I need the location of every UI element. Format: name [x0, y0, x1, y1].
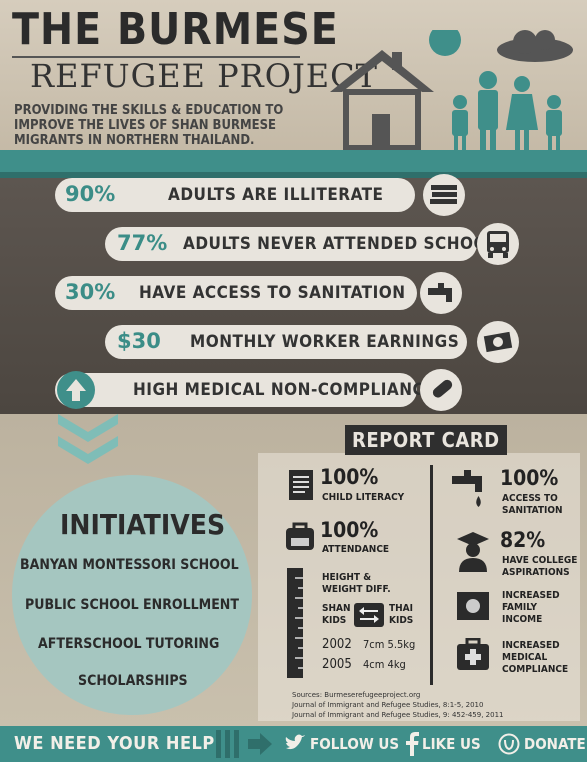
money-icon: [457, 592, 489, 620]
help-banner: WE NEED YOUR HELP: [14, 733, 215, 754]
family-income-label-3: INCOME: [502, 614, 543, 625]
like-us-label[interactable]: LIKE US: [422, 735, 481, 753]
page-subtitle: REFUGEE PROJECT: [30, 57, 378, 95]
college-aspirations-value: 82%: [500, 528, 546, 552]
stat-row: 90% ADULTS ARE ILLITERATE: [55, 174, 475, 216]
height-weight-title: HEIGHT &: [322, 572, 372, 583]
source-line: Journal of Immigrant and Refugee Studies…: [292, 711, 504, 719]
family-income-label-2: FAMILY: [502, 602, 537, 613]
stat-value: 30%: [65, 280, 116, 304]
thai-kids-label-2: KIDS: [389, 615, 414, 626]
college-aspirations-label-2: ASPIRATIONS: [502, 567, 570, 578]
shan-kids-label: SHAN: [322, 603, 351, 614]
shan-kids-label-2: KIDS: [322, 615, 347, 626]
initiative-item: BANYAN MONTESSORI SCHOOL: [20, 557, 239, 573]
backpack-icon: [286, 522, 314, 550]
source-line: Journal of Immigrant and Refugee Studies…: [292, 701, 484, 709]
house-icon: [330, 50, 434, 151]
sanitation-label: ACCESS TO: [502, 493, 558, 504]
stat-row: $30 MONTHLY WORKER EARNINGS: [105, 321, 525, 363]
footer-stripe: [216, 730, 221, 758]
document-icon: [289, 470, 313, 500]
initiatives-title: INITIATIVES: [60, 508, 226, 541]
swap-arrows-icon: [354, 603, 384, 627]
family-icon: [452, 71, 562, 150]
initiative-item: SCHOLARSHIPS: [78, 673, 188, 689]
stat-label: HAVE ACCESS TO SANITATION: [139, 283, 406, 303]
sanitation-value: 100%: [500, 466, 559, 490]
stat-row: 30% HAVE ACCESS TO SANITATION: [55, 272, 475, 314]
donate-label[interactable]: DONATE: [524, 735, 586, 753]
medical-compliance-label: INCREASED: [502, 640, 560, 651]
family-income-label: INCREASED: [502, 590, 560, 601]
faucet-icon: [420, 272, 462, 314]
attendance-value: 100%: [320, 518, 379, 542]
medical-compliance-label-3: COMPLIANCE: [502, 664, 569, 675]
year-2005: 2005: [322, 657, 352, 672]
stat-label: HIGH MEDICAL NON-COMPLIANCE: [133, 380, 436, 400]
up-arrow-icon: [57, 371, 95, 409]
stat-label: MONTHLY WORKER EARNINGS: [190, 332, 460, 352]
donate-icon: [498, 733, 520, 755]
initiative-item: PUBLIC SCHOOL ENROLLMENT: [25, 597, 239, 613]
faucet-drop-icon: [452, 470, 482, 507]
like-us-button[interactable]: [404, 730, 494, 758]
stat-value: $30: [117, 329, 161, 353]
arrow-right-icon: [248, 733, 272, 755]
child-literacy-value: 100%: [320, 465, 379, 489]
ruler-icon: [287, 568, 303, 678]
house-family-illustration: [330, 30, 573, 151]
page-title: THE BURMESE: [12, 4, 339, 55]
diff-2005: 4cm 4kg: [363, 658, 406, 671]
stat-value: 77%: [117, 231, 168, 255]
stat-row: HIGH MEDICAL NON-COMPLIANCE: [55, 369, 475, 411]
stat-row: 77% ADULTS NEVER ATTENDED SCHOOL: [105, 223, 525, 265]
facebook-icon: [406, 732, 419, 756]
graduate-icon: [457, 532, 489, 572]
pill-icon: [420, 369, 462, 411]
year-2002: 2002: [322, 637, 352, 652]
child-literacy-label: CHILD LITERACY: [322, 492, 405, 503]
footer-stripe: [234, 730, 239, 758]
books-icon: [423, 174, 465, 216]
stat-label: ADULTS ARE ILLITERATE: [168, 185, 384, 205]
college-aspirations-label: HAVE COLLEGE: [502, 555, 578, 566]
report-card-divider: [430, 465, 433, 685]
stat-pill: [55, 276, 417, 310]
teal-band-shadow: [0, 172, 587, 178]
school-bus-icon: [477, 223, 519, 265]
initiative-item: AFTERSCHOOL TUTORING: [38, 636, 220, 652]
source-line: Sources: Burmeserefugeeproject.org: [292, 691, 421, 699]
sun-icon: [429, 30, 461, 56]
chevron-down-icon: [58, 414, 118, 464]
tagline: PROVIDING THE SKILLS & EDUCATION TO IMPR…: [14, 103, 284, 148]
cloud-icon: [497, 30, 573, 62]
stat-pill: [55, 178, 415, 212]
diff-2002: 7cm 5.5kg: [363, 638, 416, 651]
footer-stripe: [225, 730, 230, 758]
sanitation-label-2: SANITATION: [502, 505, 563, 516]
title-divider: [12, 56, 300, 58]
stat-label: ADULTS NEVER ATTENDED SCHOOL: [183, 234, 498, 254]
twitter-bird-icon: [285, 734, 305, 750]
report-card-header: [345, 425, 507, 455]
follow-us-button[interactable]: [284, 730, 396, 758]
first-aid-kit-icon: [457, 638, 489, 670]
stat-pill: [105, 325, 467, 359]
money-icon: [477, 321, 519, 363]
stat-pill: [105, 227, 477, 261]
attendance-label: ATTENDANCE: [322, 544, 390, 555]
donate-button[interactable]: [498, 730, 586, 758]
height-weight-title-2: WEIGHT DIFF.: [322, 584, 391, 595]
stat-pill: [55, 373, 417, 407]
medical-compliance-label-2: MEDICAL: [502, 652, 548, 663]
report-card-title: REPORT CARD: [352, 428, 500, 452]
thai-kids-label: THAI: [389, 603, 413, 614]
follow-us-label[interactable]: FOLLOW US: [310, 735, 400, 753]
teal-band: [0, 150, 587, 172]
stat-value: 90%: [65, 182, 116, 206]
initiatives-circle: [12, 475, 252, 715]
